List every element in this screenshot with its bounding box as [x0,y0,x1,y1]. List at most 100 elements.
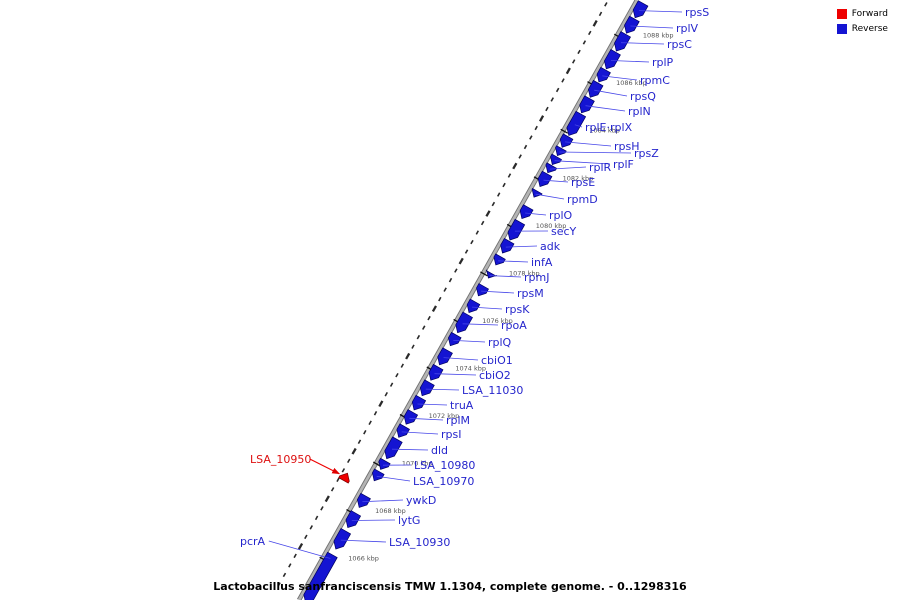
gene-arrow-reverse [588,79,604,98]
gene-arrow-reverse [531,188,543,198]
gene-label: rpsI [441,428,461,441]
minor-tick [438,296,442,302]
gene-label: rpoA [501,319,527,332]
gene-label: adk [540,240,561,253]
minor-tick [304,534,308,540]
genome-backbone [297,0,639,600]
gene-callout-line [594,89,628,97]
minor-tick [592,20,598,27]
gene-label: rpsC [667,38,692,51]
minor-tick [458,257,464,265]
gene-label: rpmJ [524,271,549,284]
minor-tick [512,162,518,170]
gene-arrow-reverse [396,423,410,438]
minor-tick [443,287,447,292]
gene-arrow-reverse [500,238,515,254]
gene-label: LSA_10980 [414,459,475,472]
gene-arrow-reverse [519,204,534,220]
minor-tick [523,144,528,150]
axis-tick [560,128,569,134]
minor-tick [347,458,351,464]
reverse-color-swatch [836,24,847,34]
gene-callout-line [351,519,396,521]
genome-backbone [297,0,636,600]
gene-label: rplF [613,158,634,171]
gene-label: rpsH [614,140,640,153]
gene-label: LSA_10970 [413,475,474,488]
gene-arrow-reverse [555,145,567,157]
legend-item-reverse: Reverse [836,24,888,34]
gene-arrow-reverse [357,492,371,508]
axis-tick-label: 1070 kbp [402,460,433,468]
minor-tick [518,154,522,159]
minor-tick [448,277,453,283]
gene-label: ywkD [406,494,436,507]
axis-tick-label: 1082 kbp [563,174,594,182]
gene-callout-line [543,179,569,183]
gene-label: rpsZ [634,147,659,160]
minor-tick [378,400,384,408]
gene-arrow-reverse [507,218,526,241]
gene-arrow-reverse [428,363,444,381]
minor-tick [485,210,491,217]
axis-tick-label: 1074 kbp [455,365,486,373]
gene-arrow-reverse [632,0,649,19]
legend-reverse-label: Reverse [851,24,888,34]
gene-callout-line [535,193,565,200]
gene-callout-line [425,388,460,391]
minor-tick [341,468,346,473]
minor-tick [470,239,474,245]
gene-arrow-reverse [545,162,558,174]
axis-tick [372,461,381,467]
minor-tick [550,97,554,102]
gene-label: cbiO2 [479,369,511,382]
minor-tick [320,506,324,511]
minor-tick [277,582,281,587]
axis-tick-label: 1086 kbp [616,79,647,87]
minor-tick [598,11,603,17]
gene-arrow-reverse [466,298,481,313]
minor-tick [545,106,549,112]
minor-tick [351,447,357,455]
minor-tick [571,59,576,64]
axis-tick-label: 1068 kbp [375,507,406,515]
gene-label: rpmD [567,193,598,206]
minor-tick [491,201,496,207]
gene-label: rpsK [505,303,530,316]
axis-tick-label: 1084 kbp [589,127,620,135]
gene-label: rplP [652,56,674,69]
gene-arrow-reverse [614,31,631,52]
gene-arrow-reverse [419,379,435,397]
legend-forward-label: Forward [851,9,888,19]
gene-callout-line [362,499,404,503]
gene-callout-line [376,475,411,482]
genome-title: Lactobacillus sanfranciscensis TMW 1.130… [213,580,687,593]
gene-callout-line [417,403,448,406]
gene-callout-line [559,151,632,154]
gene-callout-line [471,306,503,310]
gene-callout-line [481,290,515,294]
gene-label: secY [551,225,577,238]
gene-callout-line [525,212,547,216]
minor-tick [405,352,411,360]
gene-label: truA [450,399,474,412]
gene-label: rplV [676,22,699,35]
gene-arrow-reverse [596,66,611,83]
gene-label: rplR [589,161,612,174]
minor-tick [293,553,297,559]
minor-tick [582,40,587,45]
axis-tick-label: 1072 kbp [429,412,460,420]
gene-label: rpsS [685,6,709,19]
gene-arrow-reverse [559,133,574,148]
gene-callout-line [443,357,479,361]
minor-tick [431,305,438,312]
gene-callout-line [574,124,583,128]
gene-label: LSA_11030 [462,384,523,397]
gene-arrow-reverse [403,409,419,425]
minor-tick [395,372,399,378]
minor-tick [454,268,458,273]
gene-arrow-reverse [537,170,553,187]
minor-tick [416,334,421,340]
minor-tick [577,49,581,55]
